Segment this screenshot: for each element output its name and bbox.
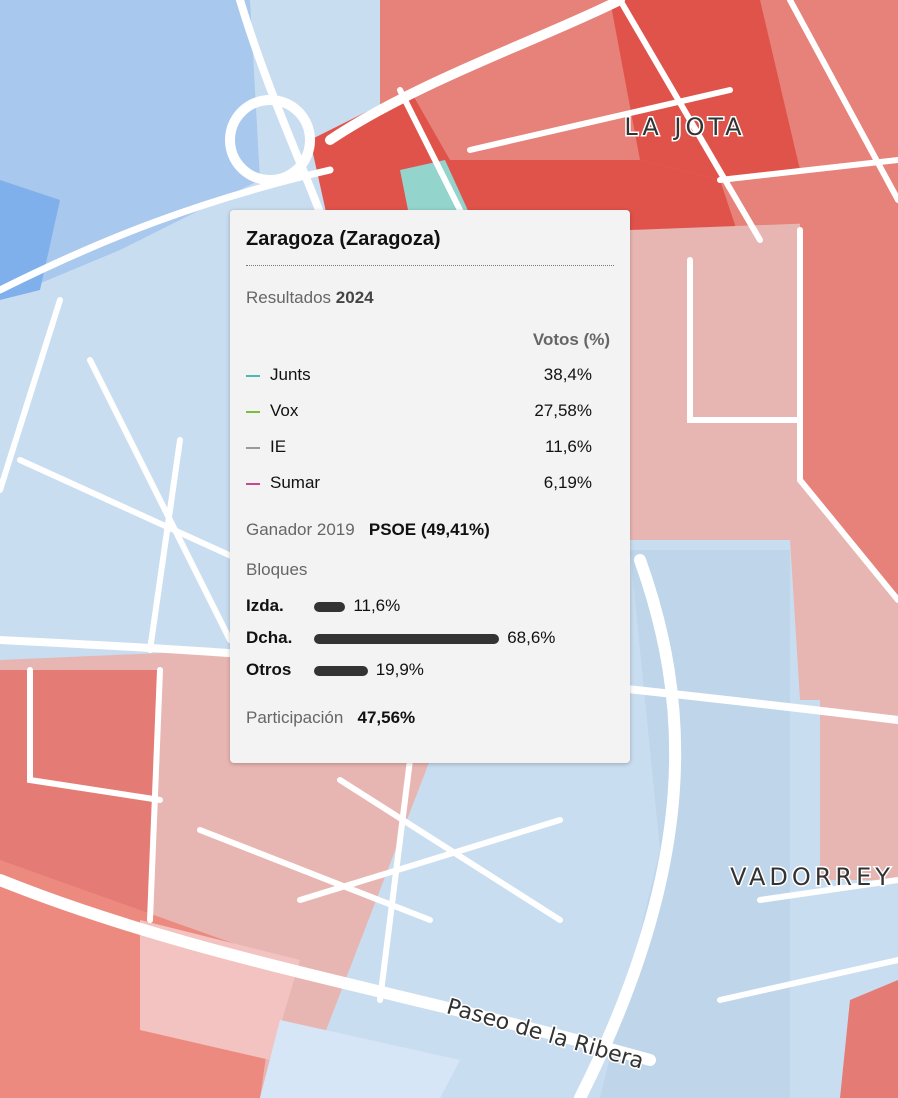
party-name: IE	[270, 437, 287, 456]
party-swatch	[246, 446, 260, 449]
district-pink-light	[140, 920, 300, 1060]
party-votes: 27,58%	[534, 401, 592, 420]
winner-row: Ganador 2019 PSOE (49,41%)	[246, 520, 610, 540]
winner-value: PSOE (49,41%)	[368, 520, 490, 539]
party-name: Junts	[270, 365, 311, 384]
party-votes: 11,6%	[545, 437, 592, 456]
bloc-row: Dcha. 68,6%	[246, 628, 610, 648]
bloc-bar	[314, 633, 500, 644]
bloc-name: Izda.	[246, 596, 284, 615]
tooltip: Zaragoza (Zaragoza) Resultados 2024 Voto…	[230, 210, 630, 763]
bloc-name: Otros	[246, 660, 292, 679]
district-red-strong	[610, 0, 800, 180]
party-votes: 38,4%	[543, 365, 592, 384]
blocs-label: Bloques	[246, 560, 308, 579]
tooltip-title: Zaragoza (Zaragoza)	[246, 228, 614, 266]
map-label: LA JOTA	[624, 113, 745, 141]
district-red	[840, 980, 898, 1098]
district-blue-dark	[0, 180, 60, 300]
winner-label: Ganador 2019	[246, 520, 355, 539]
party-name: Vox	[270, 401, 299, 420]
results-label: Resultados	[246, 288, 332, 307]
bloc-row: Otros 19,9%	[246, 660, 610, 680]
votes-header: Votos (%)	[532, 330, 610, 349]
district-blue	[0, 0, 260, 300]
bloc-bar	[314, 601, 346, 612]
results-heading: Resultados 2024	[246, 288, 610, 308]
turnout-value: 47,56%	[357, 708, 416, 727]
turnout-label: Participación	[246, 708, 344, 727]
bloc-value: 68,6%	[507, 628, 556, 647]
party-row: Sumar 6,19%	[246, 473, 610, 493]
district-pink	[820, 700, 898, 880]
party-row: IE 11,6%	[246, 437, 610, 457]
party-swatch	[246, 374, 260, 377]
party-name: Sumar	[270, 473, 321, 492]
river	[600, 550, 790, 1098]
party-row: Junts 38,4%	[246, 365, 610, 385]
party-swatch	[246, 410, 260, 413]
party-votes: 6,19%	[543, 473, 592, 492]
district-red	[800, 210, 898, 600]
map-label: VADORREY	[730, 863, 894, 891]
bloc-value: 19,9%	[375, 660, 424, 679]
district-red	[0, 670, 160, 920]
district-blue-light	[260, 1020, 460, 1098]
party-swatch	[246, 482, 260, 485]
results-year: 2024	[335, 288, 374, 307]
bloc-value: 11,6%	[353, 596, 401, 615]
bloc-bar	[314, 665, 368, 676]
party-row: Vox 27,58%	[246, 401, 610, 421]
district-teal	[400, 160, 470, 220]
turnout-row: Participación 47,56%	[246, 708, 610, 728]
bloc-name: Dcha.	[246, 628, 293, 647]
bloc-row: Izda. 11,6%	[246, 596, 610, 616]
